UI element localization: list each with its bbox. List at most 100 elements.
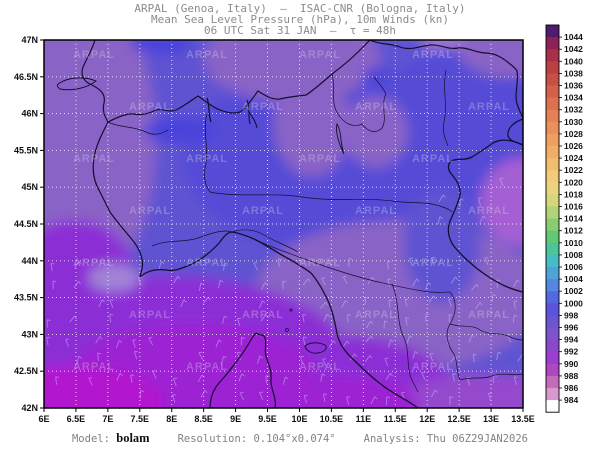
border-region-apennines bbox=[253, 238, 451, 293]
wind-barb bbox=[405, 317, 410, 326]
wind-barb bbox=[139, 389, 144, 399]
wind-barb bbox=[50, 262, 55, 272]
colorbar-label: 1008 bbox=[564, 250, 583, 260]
wind-barb bbox=[236, 317, 241, 327]
wind-barb bbox=[258, 300, 266, 309]
colorbar-segment bbox=[546, 73, 559, 86]
wind-barb bbox=[513, 279, 520, 288]
wind-barb bbox=[282, 280, 287, 290]
wind-barb bbox=[321, 277, 326, 286]
colorbar-label: 996 bbox=[564, 323, 578, 333]
lake-maggiore bbox=[206, 97, 212, 123]
border-region-tuscany-east bbox=[391, 283, 419, 393]
y-tick-label: 43.5N bbox=[14, 293, 38, 303]
x-tick-label: 10.5E bbox=[320, 414, 344, 424]
x-tick-label: 6.5E bbox=[67, 414, 86, 424]
coastline-adriatic bbox=[447, 139, 524, 293]
colorbar-label: 1024 bbox=[564, 153, 583, 163]
colorbar-segment bbox=[546, 363, 559, 377]
wind-barb bbox=[300, 355, 305, 365]
wind-barb bbox=[496, 351, 502, 361]
grid-lines bbox=[44, 40, 523, 408]
colorbar-segment bbox=[546, 25, 559, 38]
colorbar-label: 1040 bbox=[564, 56, 583, 66]
wind-barb bbox=[158, 261, 165, 270]
x-tick-label: 6E bbox=[38, 414, 49, 424]
colorbar-segment bbox=[546, 170, 559, 183]
border-region-piedmont-lombardy bbox=[204, 113, 211, 193]
x-tick-label: 10E bbox=[291, 414, 307, 424]
field-blob bbox=[389, 374, 523, 408]
wind-barb bbox=[277, 258, 282, 267]
wind-barb bbox=[88, 377, 93, 386]
field-blob bbox=[144, 117, 216, 143]
colorbar-segment bbox=[546, 146, 559, 159]
footer-analysis: Analysis: Thu 06Z29JAN2026 bbox=[364, 433, 528, 445]
wind-barb bbox=[171, 394, 176, 403]
wind-barb bbox=[421, 371, 426, 381]
colorbar-label: 1042 bbox=[564, 44, 583, 54]
pressure-field bbox=[44, 40, 523, 408]
colorbar-segment bbox=[546, 37, 559, 50]
wind-barb bbox=[130, 374, 135, 383]
x-tick-label: 8.5E bbox=[194, 414, 213, 424]
wind-barb bbox=[412, 278, 420, 286]
colorbar-segment bbox=[546, 133, 559, 147]
watermark-text: ARPAL bbox=[355, 309, 397, 321]
wind-barb bbox=[282, 376, 289, 385]
watermark-text: ARPAL bbox=[412, 257, 454, 269]
wind-barb bbox=[73, 281, 82, 289]
wind-barb bbox=[404, 298, 409, 307]
wind-barb bbox=[477, 197, 482, 206]
wind-barb bbox=[116, 372, 123, 381]
border-region-tuscany-umbria bbox=[446, 291, 461, 381]
border-slovenia-italy bbox=[515, 70, 524, 119]
colorbar-label: 1044 bbox=[564, 32, 583, 42]
watermark-text: ARPAL bbox=[73, 361, 115, 373]
colorbar-segment bbox=[546, 218, 559, 232]
colorbar-label: 988 bbox=[564, 371, 578, 381]
colorbar-segment bbox=[546, 400, 559, 413]
wind-barb bbox=[223, 262, 229, 271]
wind-barb bbox=[342, 340, 350, 349]
wind-barb bbox=[513, 376, 518, 385]
watermark-text: ARPAL bbox=[412, 153, 454, 165]
watermark-text: ARPAL bbox=[73, 257, 115, 269]
wind-barb bbox=[468, 334, 475, 343]
border-region-lazio bbox=[459, 373, 524, 381]
wind-barb bbox=[341, 300, 349, 308]
wind-barb bbox=[428, 295, 436, 303]
wind-barb bbox=[466, 377, 471, 386]
colorbar-segment bbox=[546, 97, 559, 111]
wind-barb bbox=[491, 293, 497, 303]
wind-barb bbox=[302, 336, 307, 346]
watermark-text: ARPAL bbox=[73, 153, 115, 165]
wind-barb bbox=[348, 257, 353, 267]
wind-barb bbox=[425, 313, 430, 322]
wind-barb bbox=[265, 375, 270, 384]
y-tick-label: 45.5N bbox=[14, 145, 38, 155]
colorbar-label: 1018 bbox=[564, 189, 583, 199]
wind-barb bbox=[239, 391, 245, 401]
y-tick-label: 42.5N bbox=[14, 366, 38, 376]
wind-barb bbox=[431, 257, 436, 266]
x-tick-label: 9E bbox=[230, 414, 241, 424]
wind-barb bbox=[55, 376, 60, 385]
border-region-veneto-friuli bbox=[443, 69, 449, 147]
watermark-text: ARPAL bbox=[73, 49, 115, 61]
wind-barb bbox=[218, 279, 224, 289]
wind-barb bbox=[365, 335, 374, 343]
colorbar-label: 1002 bbox=[564, 286, 583, 296]
watermark-text: ARPAL bbox=[186, 153, 228, 165]
wind-barb bbox=[370, 396, 378, 404]
colorbar-segment bbox=[546, 230, 559, 244]
wind-barb bbox=[148, 337, 154, 346]
island-gorgona bbox=[289, 308, 293, 312]
wind-barb bbox=[260, 314, 269, 322]
wind-barb bbox=[328, 340, 336, 348]
watermark-text: ARPAL bbox=[299, 257, 341, 269]
wind-barb bbox=[238, 373, 245, 382]
wind-barb bbox=[385, 372, 393, 381]
wind-barb bbox=[180, 299, 187, 308]
